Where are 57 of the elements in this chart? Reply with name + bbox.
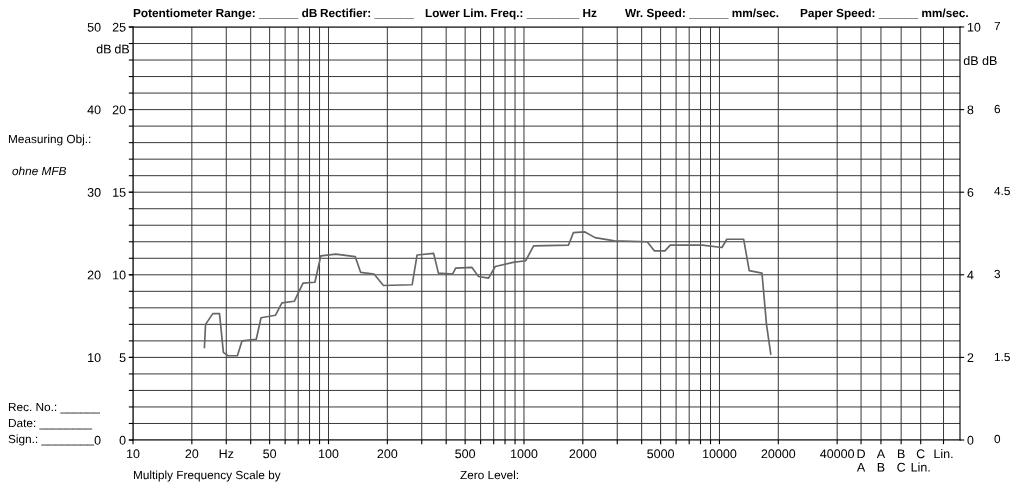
y2-tick-label: 25: [112, 22, 126, 32]
y3-tick-label: 2: [967, 353, 974, 362]
y3-axis-title: dB dB: [963, 55, 997, 66]
y3-tick-label: 8: [967, 105, 974, 115]
y-tick-label: 50: [87, 22, 101, 32]
text: Rec. No.: ______: [8, 402, 101, 414]
x-tick-label: C Lin.: [911, 449, 930, 472]
y2-axis-title: dB: [114, 44, 130, 54]
x-tick-label: 20000: [761, 449, 796, 459]
text: 0: [994, 434, 1001, 444]
x-tick-label: Hz: [219, 449, 234, 459]
y2-tick-label: 20: [112, 105, 126, 115]
text: Paper Speed: ______ mm/sec.: [800, 8, 968, 20]
text: 6: [994, 104, 1001, 114]
text: Rectifier: ______: [320, 8, 414, 19]
y3-tick-label: 6: [967, 188, 974, 197]
x-tick-label: 50: [263, 449, 277, 459]
text: Wr. Speed: ______ mm/sec.: [625, 8, 779, 20]
y-tick-label: 30: [87, 188, 101, 197]
text: 7: [994, 21, 1000, 31]
y3-tick-label: 0: [967, 435, 974, 445]
y2-tick-label: 0: [119, 435, 126, 445]
x-tick-label: 5000: [647, 449, 675, 459]
x-tick-label: D A: [856, 449, 866, 472]
y-tick-label: 20: [87, 270, 101, 280]
y2-tick-label: 5: [119, 353, 126, 363]
x-tick-label: 20: [185, 449, 199, 459]
y2-tick-label: 15: [113, 188, 126, 197]
x-tick-label: Lin.: [934, 449, 953, 459]
text: Potentiometer Range: ______ dB: [133, 8, 317, 20]
y2-tick-label: 10: [113, 270, 126, 280]
x-tick-label: 10000: [703, 449, 737, 459]
text: ohne MFB: [12, 166, 67, 176]
text: Date: ________: [8, 418, 93, 430]
y-tick-label: 40: [87, 105, 101, 115]
y-tick-label: 0: [94, 435, 101, 445]
x-tick-label: 1000: [511, 449, 538, 459]
x-tick-label: B C: [897, 449, 906, 472]
x-tick-label: 10: [127, 449, 140, 459]
text: 4.5: [994, 186, 1010, 196]
text: Lower Lim. Freq.: ________ Hz: [425, 8, 597, 20]
y3-tick-label: 10: [967, 22, 981, 32]
text: Zero Level:: [460, 470, 518, 480]
x-tick-label: 2000: [569, 449, 597, 459]
y3-tick-label: 4: [967, 270, 974, 280]
text: Sign.: ________: [8, 434, 95, 446]
y-axis-title: dB: [96, 44, 111, 54]
x-tick-label: 500: [455, 449, 476, 459]
y-tick-label: 10: [88, 353, 101, 363]
x-tick-label: 40000: [820, 449, 855, 459]
text: 3: [994, 269, 1001, 279]
x-tick-label: 200: [377, 449, 398, 459]
text: 1.5: [994, 352, 1010, 362]
x-tick-label: 100: [319, 449, 339, 459]
text: Measuring Obj.:: [8, 134, 91, 146]
text: Multiply Frequency Scale by: [133, 470, 281, 482]
x-tick-label: A B: [876, 449, 886, 472]
